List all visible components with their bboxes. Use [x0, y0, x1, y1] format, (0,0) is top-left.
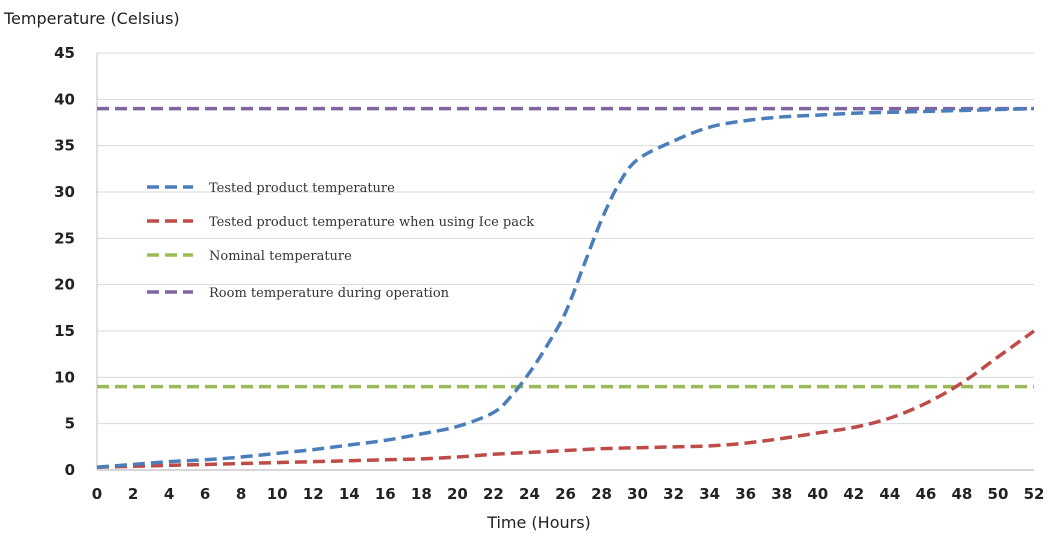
x-tick-label: 12: [303, 485, 324, 503]
y-tick-label: 45: [54, 44, 75, 62]
x-tick-label: 36: [735, 485, 756, 503]
x-tick-label: 14: [339, 485, 360, 503]
y-tick-label: 0: [65, 461, 75, 479]
x-tick-label: 20: [447, 485, 468, 503]
x-tick-label: 28: [591, 485, 612, 503]
x-tick-label: 38: [771, 485, 792, 503]
y-axis-label: Temperature (Celsius): [3, 9, 180, 28]
legend-label-3: Room temperature during operation: [209, 286, 450, 301]
legend-label-1: Tested product temperature when using Ic…: [209, 215, 534, 230]
x-tick-label: 26: [555, 485, 576, 503]
x-tick-label: 32: [663, 485, 684, 503]
y-tick-label: 25: [54, 229, 75, 247]
x-tick-label: 34: [699, 485, 720, 503]
x-tick-label: 10: [267, 485, 288, 503]
x-tick-label: 0: [92, 485, 102, 503]
x-tick-label: 46: [915, 485, 936, 503]
y-tick-label: 35: [54, 137, 75, 155]
x-tick-label: 18: [411, 485, 432, 503]
y-tick-label: 40: [54, 90, 75, 108]
x-tick-label: 50: [988, 485, 1009, 503]
x-tick-label: 24: [519, 485, 540, 503]
x-tick-label: 44: [879, 485, 900, 503]
series-line-1: [96, 329, 1036, 469]
y-tick-label: 10: [54, 368, 75, 386]
x-ticks: 0 2 4 6 8 10 12 14 16 18 20 22 24 26 28 30 32 34 36 38 40 42 4…: [92, 485, 1045, 503]
y-tick-label: 30: [54, 183, 75, 201]
x-tick-label: 52: [1024, 485, 1045, 503]
legend-label-0: Tested product temperature: [209, 181, 395, 196]
legend-label-2: Nominal temperature: [209, 249, 352, 264]
x-tick-label: 40: [807, 485, 828, 503]
x-tick-label: 2: [128, 485, 138, 503]
x-axis-label: Time (Hours): [486, 513, 591, 532]
x-tick-label: 8: [236, 485, 246, 503]
series-lines: [96, 106, 1036, 469]
x-tick-label: 30: [627, 485, 648, 503]
y-tick-label: 5: [65, 415, 75, 433]
x-tick-label: 4: [164, 485, 174, 503]
x-tick-label: 42: [843, 485, 864, 503]
legend: Tested product temperature Tested product…: [147, 181, 534, 301]
x-tick-label: 16: [375, 485, 396, 503]
x-tick-label: 48: [951, 485, 972, 503]
grid-lines: [96, 52, 1034, 471]
y-tick-label: 15: [54, 322, 75, 340]
x-tick-label: 22: [483, 485, 504, 503]
y-ticks: 0 5 10 15 20 25 30 35 40 45: [54, 44, 75, 479]
y-tick-label: 20: [54, 276, 75, 294]
x-tick-label: 6: [200, 485, 210, 503]
series-line-0: [96, 106, 1035, 469]
